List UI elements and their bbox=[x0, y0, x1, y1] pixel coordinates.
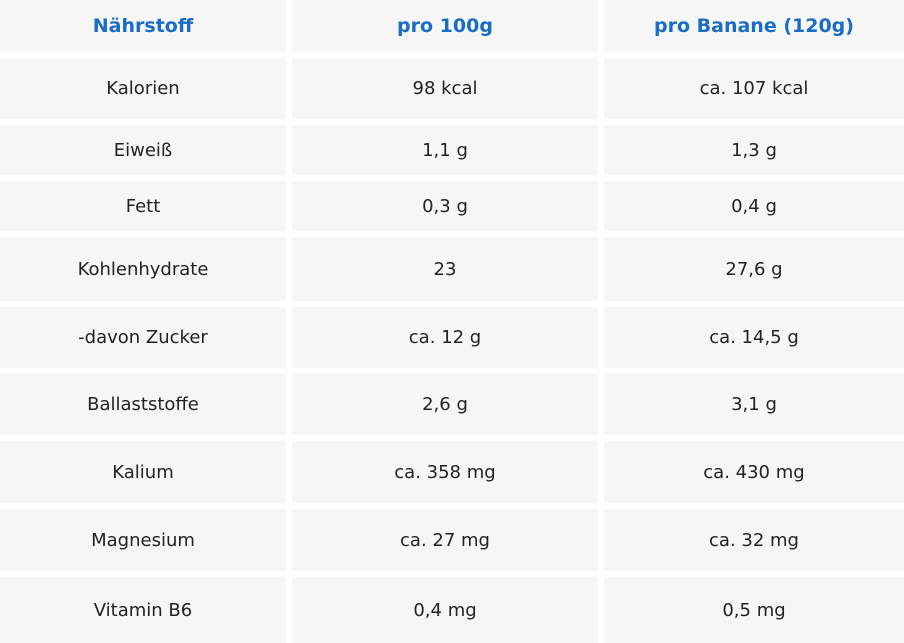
nutrient-cell: Magnesium bbox=[0, 509, 286, 571]
value-cell: 2,6 g bbox=[292, 374, 598, 435]
value-cell: ca. 107 kcal bbox=[604, 58, 904, 119]
value-cell: ca. 14,5 g bbox=[604, 307, 904, 368]
nutrient-cell: Vitamin B6 bbox=[0, 577, 286, 643]
header-cell: Nährstoff bbox=[0, 0, 286, 52]
value-cell: ca. 27 mg bbox=[292, 509, 598, 571]
value-cell: ca. 12 g bbox=[292, 307, 598, 368]
header-cell: pro 100g bbox=[292, 0, 598, 52]
value-cell: ca. 430 mg bbox=[604, 441, 904, 503]
value-cell: 1,1 g bbox=[292, 125, 598, 175]
nutrient-cell: Ballaststoffe bbox=[0, 374, 286, 435]
nutrient-cell: Eiweiß bbox=[0, 125, 286, 175]
value-cell: 3,1 g bbox=[604, 374, 904, 435]
value-cell: 0,4 mg bbox=[292, 577, 598, 643]
nutrient-cell: Kohlenhydrate bbox=[0, 237, 286, 301]
nutrient-cell: Kalorien bbox=[0, 58, 286, 119]
value-cell: ca. 358 mg bbox=[292, 441, 598, 503]
value-cell: 1,3 g bbox=[604, 125, 904, 175]
value-cell: 0,3 g bbox=[292, 181, 598, 231]
value-cell: 0,5 mg bbox=[604, 577, 904, 643]
value-cell: ca. 32 mg bbox=[604, 509, 904, 571]
nutrient-cell: Fett bbox=[0, 181, 286, 231]
value-cell: 98 kcal bbox=[292, 58, 598, 119]
header-cell: pro Banane (120g) bbox=[604, 0, 904, 52]
nutrient-cell: -davon Zucker bbox=[0, 307, 286, 368]
value-cell: 27,6 g bbox=[604, 237, 904, 301]
value-cell: 0,4 g bbox=[604, 181, 904, 231]
nutrient-cell: Kalium bbox=[0, 441, 286, 503]
value-cell: 23 bbox=[292, 237, 598, 301]
